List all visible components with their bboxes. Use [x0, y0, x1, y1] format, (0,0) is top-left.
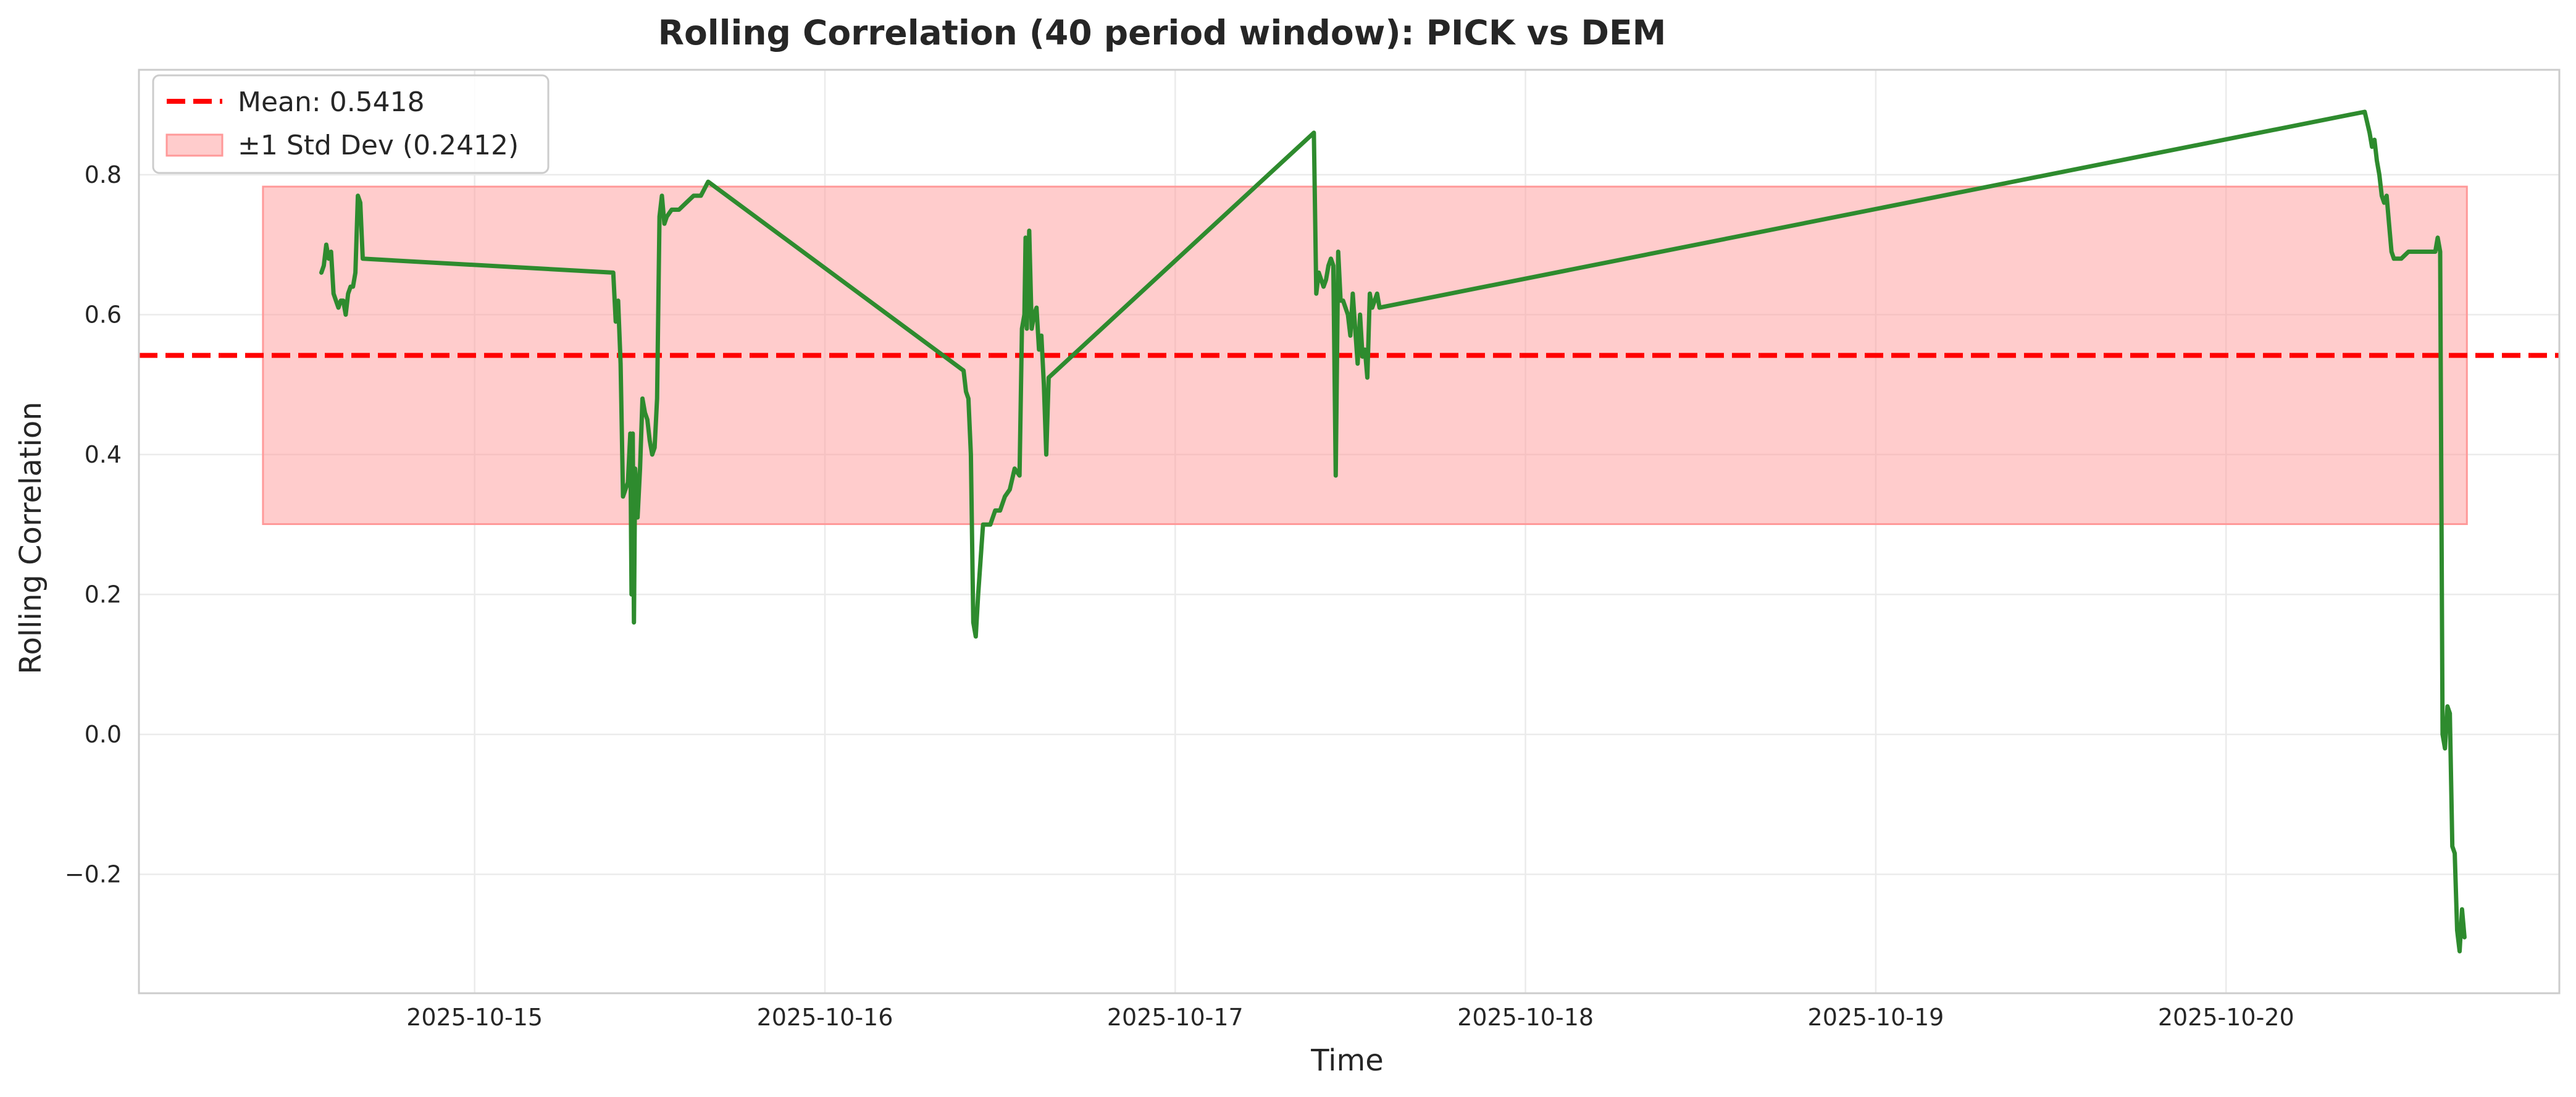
- y-tick-label: 0.2: [85, 581, 122, 608]
- legend-box: [152, 74, 550, 174]
- x-axis-label: Time: [1310, 1043, 1383, 1078]
- legend-std-label: ±1 Std Dev (0.2412): [238, 130, 519, 161]
- correlation-series-line: [319, 109, 2467, 954]
- y-axis-label: Rolling Correlation: [14, 401, 48, 674]
- x-tick-label: 2025-10-19: [1808, 1004, 1944, 1031]
- y-tick-label: 0.6: [85, 301, 122, 328]
- legend-std-swatch: [165, 133, 224, 157]
- y-tick-label: 0.4: [85, 441, 122, 468]
- legend-mean-label: Mean: 0.5418: [238, 86, 425, 118]
- x-tick-label: 2025-10-17: [1107, 1004, 1244, 1031]
- x-tick-label: 2025-10-16: [757, 1004, 893, 1031]
- chart-title: Rolling Correlation (40 period window): …: [658, 13, 1666, 53]
- y-tick-label: 0.8: [85, 161, 122, 188]
- y-tick-label: 0.0: [85, 721, 122, 748]
- plot-frame: [138, 69, 2561, 994]
- y-tick-label: −0.2: [65, 860, 122, 888]
- x-tick-label: 2025-10-20: [2158, 1004, 2294, 1031]
- x-tick-label: 2025-10-18: [1457, 1004, 1594, 1031]
- x-tick-label: 2025-10-15: [406, 1004, 543, 1031]
